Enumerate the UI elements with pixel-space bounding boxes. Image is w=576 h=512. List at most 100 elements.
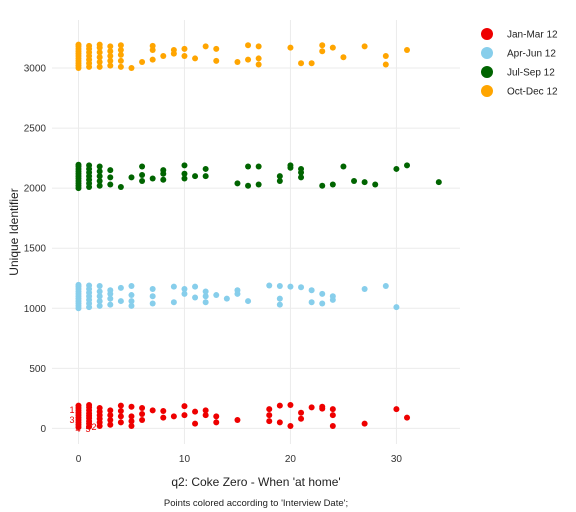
legend-marker: [481, 28, 493, 40]
data-point: [117, 419, 124, 426]
data-point: [382, 283, 389, 290]
data-point: [139, 410, 146, 417]
data-point: [181, 290, 188, 297]
data-point: [202, 407, 209, 414]
data-point: [287, 162, 294, 169]
data-point: [149, 293, 156, 300]
data-point: [329, 406, 336, 413]
data-point: [213, 57, 220, 64]
data-point: [107, 407, 114, 414]
data-point: [245, 42, 252, 49]
data-point: [107, 57, 114, 64]
data-point: [139, 177, 146, 184]
data-point: [107, 62, 114, 69]
data-point: [404, 47, 411, 54]
data-point: [96, 302, 103, 309]
data-point: [160, 53, 167, 60]
data-point: [276, 177, 283, 184]
data-point: [404, 162, 411, 169]
data-point: [96, 54, 103, 61]
data-point: [96, 173, 103, 180]
point-annotation: 3: [69, 415, 74, 425]
x-axis-title: q2: Coke Zero - When 'at home': [171, 475, 340, 489]
data-point: [96, 59, 103, 66]
data-point: [75, 402, 82, 409]
data-point: [234, 287, 241, 294]
data-point: [245, 182, 252, 189]
data-point: [276, 295, 283, 302]
y-tick-label: 0: [40, 424, 46, 435]
series-apr-jun-12: [75, 281, 400, 312]
y-tick-label: 2500: [24, 124, 47, 135]
series-oct-dec-12: [75, 41, 411, 72]
data-point: [139, 59, 146, 66]
legend: Jan-Mar 12 Apr-Jun 12 Jul-Sep 12 Oct-Dec 12: [481, 28, 558, 98]
y-tick-label: 2000: [24, 184, 47, 195]
data-point: [319, 300, 326, 307]
data-point: [276, 173, 283, 180]
data-point: [319, 182, 326, 189]
data-point: [107, 295, 114, 302]
data-point: [160, 414, 167, 421]
y-tick-label: 3000: [24, 64, 47, 75]
data-point: [276, 301, 283, 308]
data-point: [266, 412, 273, 419]
legend-label: Jul-Sep 12: [507, 68, 555, 79]
data-point: [86, 282, 93, 289]
data-point: [107, 53, 114, 60]
point-annotations: 134 5 2: [69, 405, 96, 434]
data-point: [298, 174, 305, 181]
data-point: [223, 295, 230, 302]
data-point: [107, 421, 114, 428]
data-point: [149, 47, 156, 54]
chart-caption: Points colored according to 'Interview D…: [164, 498, 348, 509]
data-point: [181, 170, 188, 177]
data-point: [287, 283, 294, 290]
data-point: [202, 165, 209, 172]
data-point: [319, 290, 326, 297]
data-point: [128, 413, 135, 420]
data-point: [192, 173, 199, 180]
data-point: [181, 53, 188, 60]
data-point: [192, 408, 199, 415]
data-point: [181, 45, 188, 52]
data-point: [128, 422, 135, 429]
data-point: [139, 404, 146, 411]
data-point: [329, 293, 336, 300]
data-point: [96, 404, 103, 411]
y-tick-label: 1500: [24, 244, 47, 255]
data-point: [96, 63, 103, 70]
data-point: [107, 181, 114, 188]
data-point: [128, 174, 135, 181]
data-point: [96, 298, 103, 305]
data-point: [96, 168, 103, 175]
data-point: [96, 177, 103, 184]
data-point: [276, 419, 283, 426]
data-point: [96, 293, 103, 300]
data-point: [160, 167, 167, 174]
data-point: [139, 416, 146, 423]
data-point: [170, 413, 177, 420]
data-point: [128, 292, 135, 299]
data-point: [192, 283, 199, 290]
legend-marker: [481, 47, 493, 59]
data-point: [181, 286, 188, 293]
data-point: [117, 57, 124, 64]
data-point: [117, 42, 124, 49]
data-point: [170, 47, 177, 54]
data-point: [276, 283, 283, 290]
y-tick-labels: 0 500 1000 1500 2000 2500 3000: [24, 64, 47, 435]
data-point: [202, 173, 209, 180]
data-point: [213, 413, 220, 420]
data-point: [107, 287, 114, 294]
data-point: [266, 282, 273, 289]
data-point: [75, 41, 82, 48]
data-point: [213, 419, 220, 426]
data-point: [96, 182, 103, 189]
data-point: [170, 283, 177, 290]
data-point: [117, 47, 124, 54]
data-point: [298, 409, 305, 416]
data-point: [393, 406, 400, 413]
point-annotation: 1: [69, 405, 74, 415]
